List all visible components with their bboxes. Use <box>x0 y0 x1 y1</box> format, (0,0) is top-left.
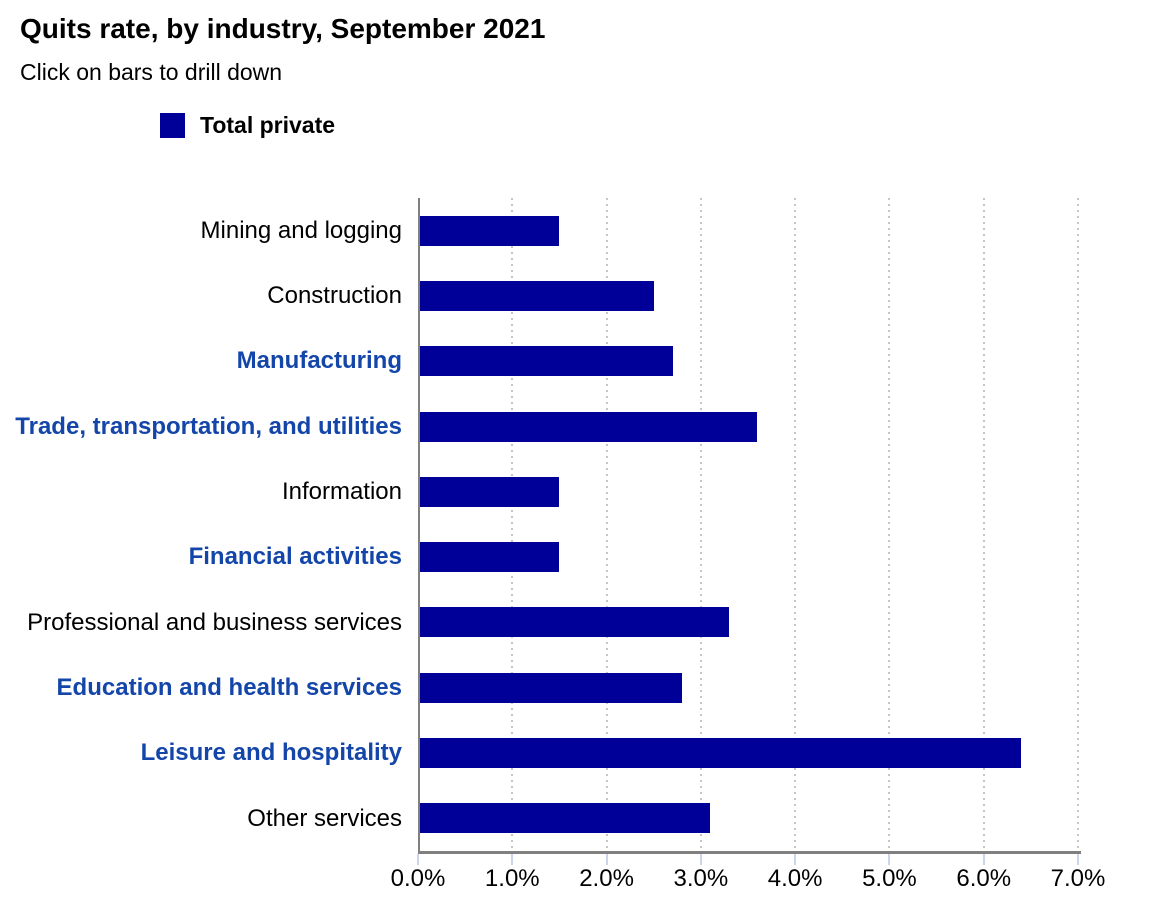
category-row: Professional and business services <box>0 590 1081 655</box>
bar-area <box>418 280 1078 311</box>
gridline <box>888 198 891 851</box>
category-label[interactable]: Manufacturing <box>236 347 402 375</box>
category-label[interactable]: Trade, transportation, and utilities <box>15 412 402 440</box>
legend-label: Total private <box>200 112 336 138</box>
gridline <box>511 198 514 851</box>
bar-area <box>418 346 1078 377</box>
axis-tick <box>511 854 514 865</box>
y-axis-line <box>418 198 420 851</box>
category-label: Construction <box>267 282 402 310</box>
axis-tick <box>1077 854 1079 865</box>
category-label[interactable]: Financial activities <box>188 543 402 571</box>
axis-tick <box>417 854 419 865</box>
axis-tick <box>982 854 985 865</box>
x-axis-label: 1.0% <box>484 865 540 892</box>
category-label[interactable]: Education and health services <box>56 673 402 701</box>
page-subtitle: Click on bars to drill down <box>20 59 283 85</box>
category-label[interactable]: Leisure and hospitality <box>140 739 402 767</box>
bar-area <box>418 411 1078 442</box>
legend-item[interactable]: Total private <box>160 112 335 139</box>
bar-area <box>418 476 1078 507</box>
plot-area: Mining and logging Construction Manufactur… <box>15 198 1105 892</box>
gridline <box>1077 198 1079 851</box>
category-label: Information <box>281 478 402 506</box>
bar[interactable] <box>418 607 730 638</box>
bar[interactable] <box>418 738 1022 769</box>
category-label: Mining and logging <box>200 216 402 244</box>
bar-area <box>418 672 1078 703</box>
category-label: Other services <box>247 804 402 832</box>
gridline-layer <box>418 198 1079 851</box>
axis-tick <box>794 854 797 865</box>
x-axis-label: 4.0% <box>767 865 823 892</box>
bar[interactable] <box>418 476 560 507</box>
bar[interactable] <box>418 542 560 573</box>
category-row: Financial activities <box>0 524 1081 589</box>
category-row: Other services <box>0 786 1081 851</box>
bar-area <box>418 215 1078 246</box>
x-axis-ticks <box>417 854 1079 865</box>
category-rows: Mining and logging Construction Manufactur… <box>0 198 1081 851</box>
bar[interactable] <box>418 803 711 834</box>
axis-tick <box>605 854 608 865</box>
category-row: Information <box>0 459 1081 524</box>
gridline <box>605 198 608 851</box>
axis-tick <box>888 854 891 865</box>
x-axis-labels: 0.0% 1.0% 2.0% 3.0% 4.0% 5.0% 6.0% 7.0% <box>391 865 1106 895</box>
category-row: Manufacturing <box>0 329 1081 394</box>
category-label: Professional and business services <box>27 608 402 636</box>
x-axis-label: 7.0% <box>1050 865 1106 892</box>
bar-area <box>418 738 1078 769</box>
gridline <box>982 198 985 851</box>
bar[interactable] <box>418 346 673 377</box>
axis-tick <box>699 854 702 865</box>
gridline <box>699 198 702 851</box>
category-row: Construction <box>0 263 1081 328</box>
bar[interactable] <box>418 411 758 442</box>
bar-area <box>418 542 1078 573</box>
x-axis-label: 0.0% <box>390 865 446 892</box>
x-axis-line <box>418 851 1081 854</box>
gridline <box>794 198 797 851</box>
bar[interactable] <box>418 672 682 703</box>
bar-area <box>418 803 1078 834</box>
legend-swatch <box>160 113 185 138</box>
bar[interactable] <box>418 215 560 246</box>
bar-area <box>418 607 1078 638</box>
x-axis-label: 5.0% <box>862 865 917 892</box>
x-axis-label: 6.0% <box>956 865 1012 892</box>
x-axis-label: 3.0% <box>673 865 729 892</box>
x-axis-label: 2.0% <box>579 865 634 892</box>
category-row: Education and health services <box>0 655 1081 720</box>
bar[interactable] <box>418 280 654 311</box>
page-title: Quits rate, by industry, September 2021 <box>20 13 546 44</box>
category-row: Mining and logging <box>0 198 1081 263</box>
category-row: Leisure and hospitality <box>0 720 1081 785</box>
category-row: Trade, transportation, and utilities <box>0 394 1081 459</box>
